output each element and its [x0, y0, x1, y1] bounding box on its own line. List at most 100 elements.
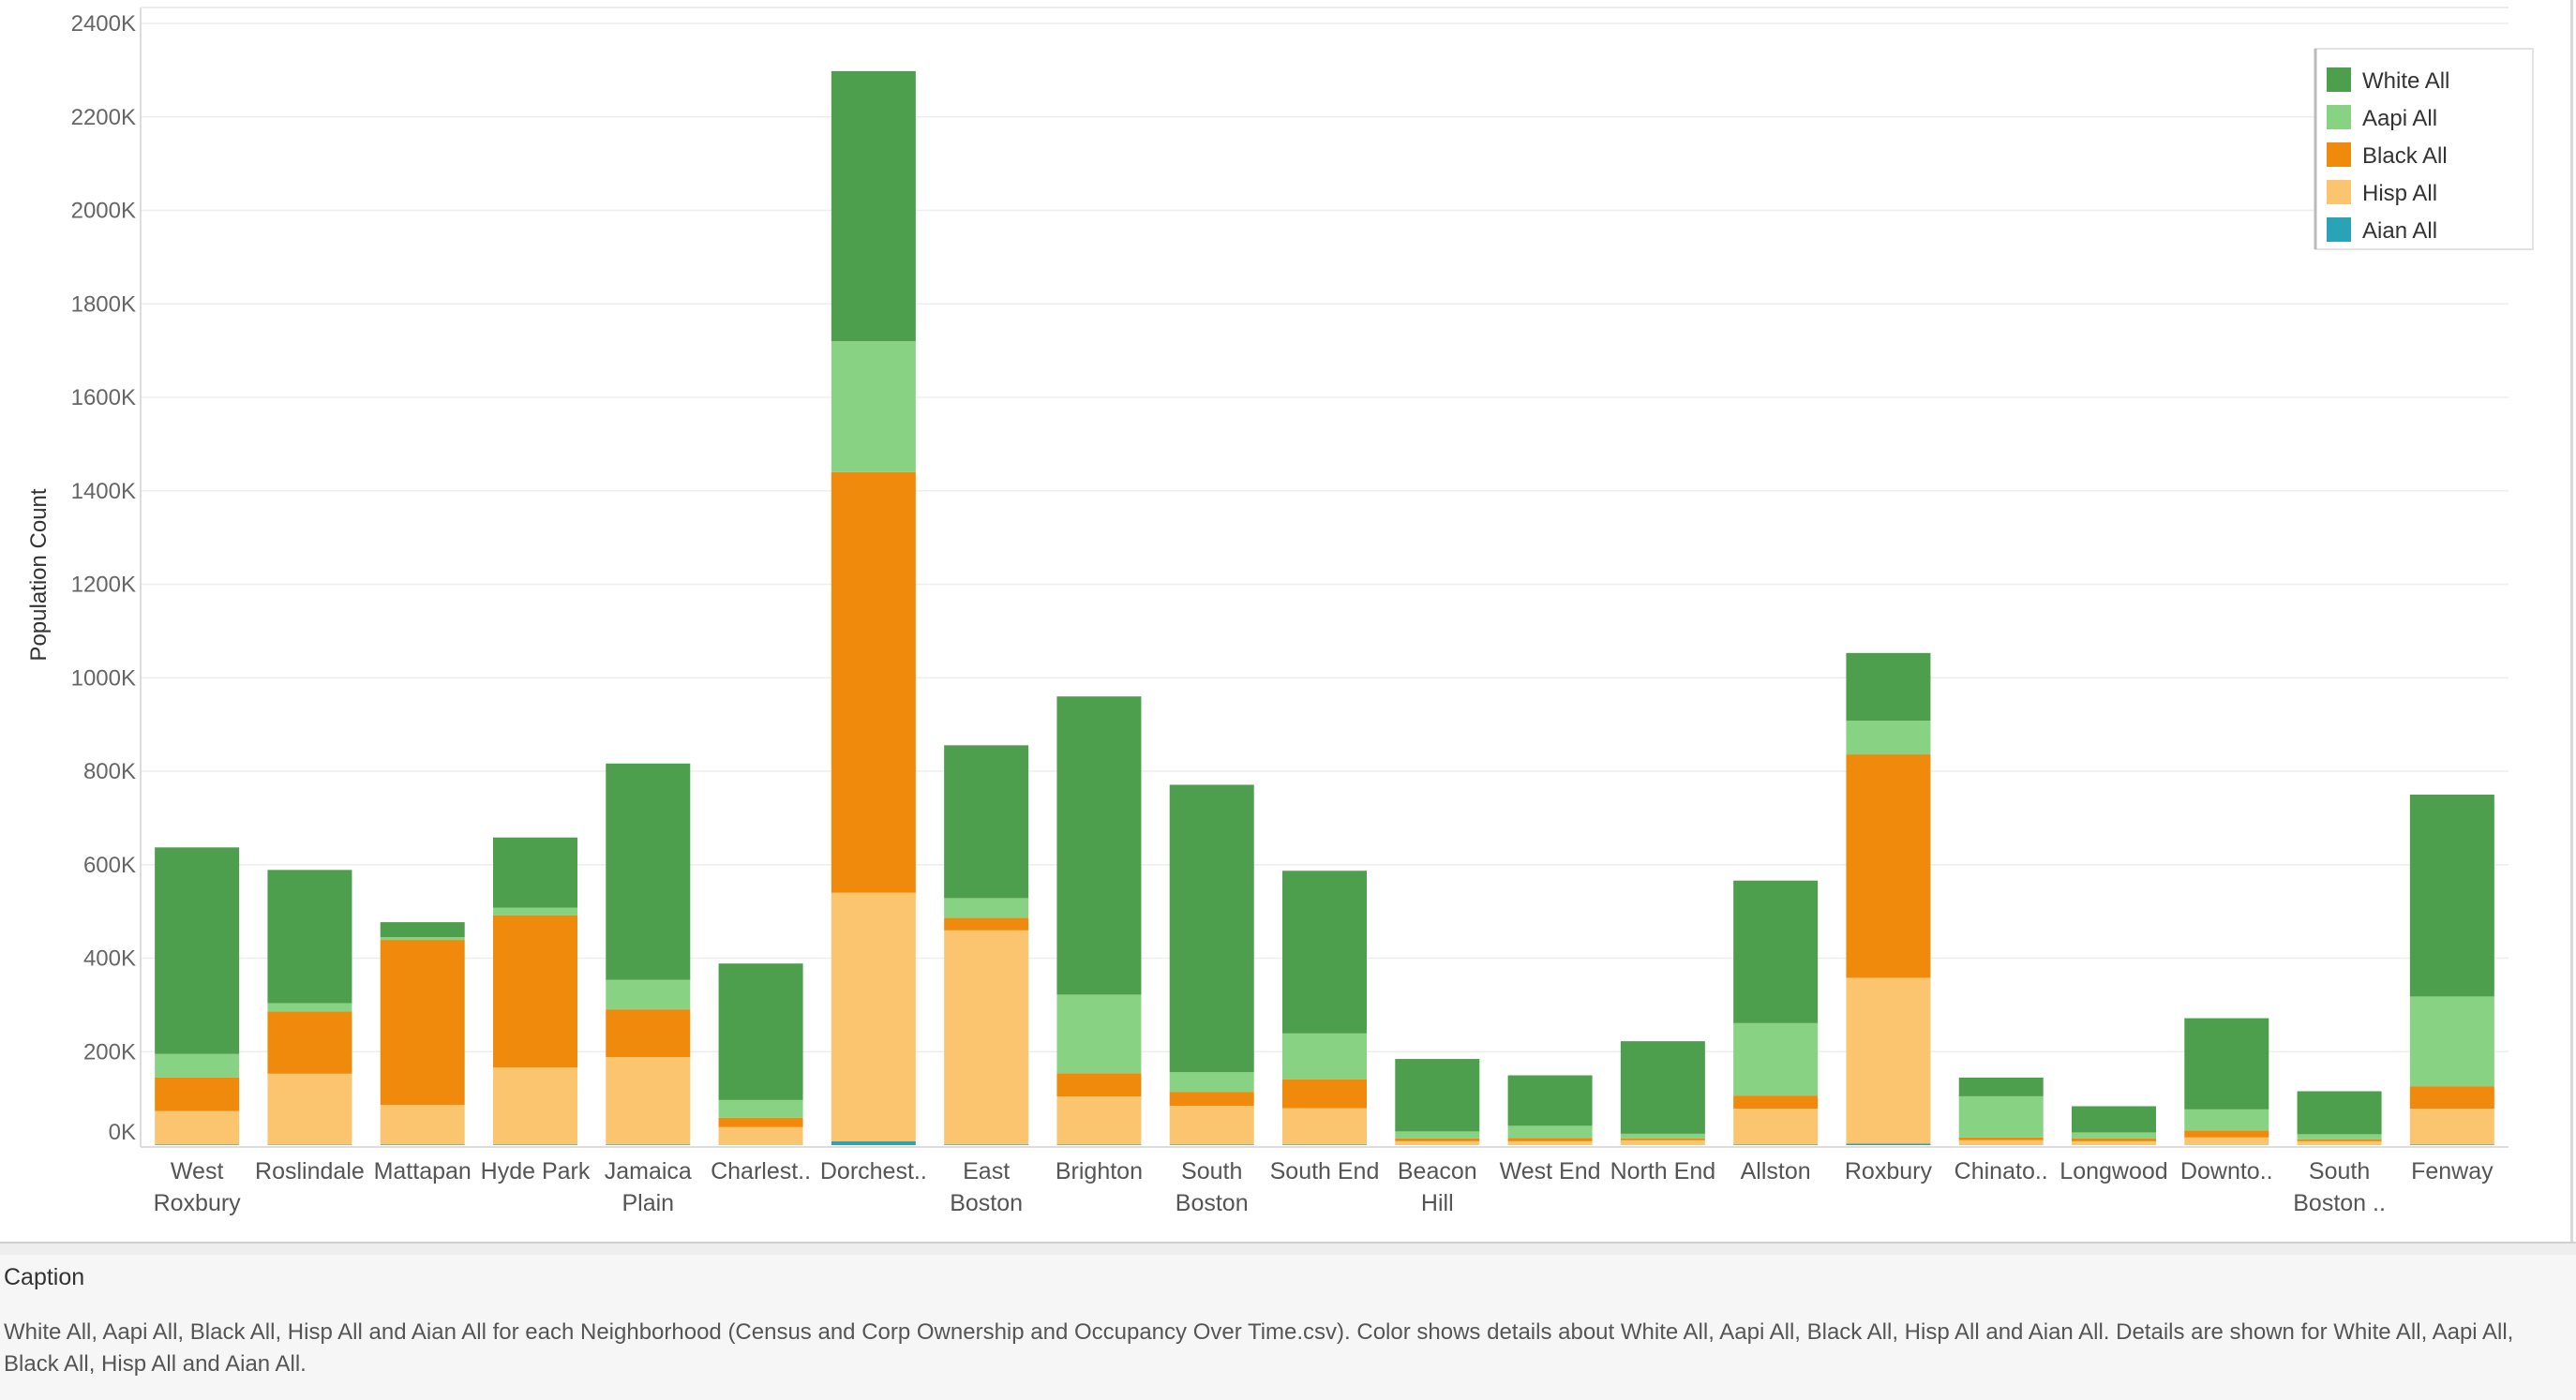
bar-segment-black-all[interactable]	[380, 940, 465, 1106]
legend-swatch[interactable]	[2327, 217, 2351, 242]
bar-segment-white-all[interactable]	[1507, 1075, 1593, 1126]
bar-segment-black-all[interactable]	[718, 1117, 803, 1127]
bar-segment-black-all[interactable]	[2409, 1086, 2494, 1110]
bar-segment-hisp-all[interactable]	[1395, 1140, 1480, 1145]
bar-segment-black-all[interactable]	[831, 471, 916, 893]
bar-segment-aapi-all[interactable]	[1169, 1072, 1254, 1093]
legend-label[interactable]: White All	[2362, 68, 2449, 94]
bar-segment-white-all[interactable]	[1282, 871, 1367, 1034]
bar-segment-aapi-all[interactable]	[1282, 1033, 1367, 1080]
legend-swatch[interactable]	[2327, 67, 2351, 92]
bar-segment-black-all[interactable]	[1056, 1073, 1142, 1097]
bar-segment-hisp-all[interactable]	[1282, 1108, 1367, 1145]
bar-segment-hisp-all[interactable]	[606, 1056, 691, 1145]
bar-segment-hisp-all[interactable]	[1846, 977, 1931, 1144]
bar-segment-aapi-all[interactable]	[2297, 1134, 2382, 1139]
legend[interactable]: White All Aapi All Black All Hisp All Aian A…	[2314, 48, 2534, 250]
bar-segment-white-all[interactable]	[1169, 784, 1254, 1073]
bar-segment-white-all[interactable]	[1846, 652, 1931, 722]
bar-segment-black-all[interactable]	[1620, 1138, 1705, 1140]
bar-segment-white-all[interactable]	[2184, 1018, 2269, 1110]
legend-swatch[interactable]	[2327, 180, 2351, 204]
bar-segment-black-all[interactable]	[493, 916, 577, 1068]
bar-segment-black-all[interactable]	[1507, 1138, 1593, 1141]
bar-segment-aapi-all[interactable]	[831, 341, 916, 472]
bar-segment-black-all[interactable]	[1395, 1138, 1480, 1141]
legend-label[interactable]: Black All	[2362, 143, 2448, 169]
bar-segment-hisp-all[interactable]	[380, 1105, 465, 1145]
legend-swatch[interactable]	[2327, 105, 2351, 129]
bar-segment-aian-all[interactable]	[944, 1144, 1029, 1145]
bar-segment-white-all[interactable]	[493, 837, 577, 908]
bar-segment-white-all[interactable]	[380, 922, 465, 938]
bar-segment-aapi-all[interactable]	[1958, 1095, 2044, 1138]
bar-segment-black-all[interactable]	[606, 1009, 691, 1057]
bar-segment-hisp-all[interactable]	[267, 1073, 352, 1145]
bar-segment-white-all[interactable]	[2297, 1091, 2382, 1135]
bar-segment-aapi-all[interactable]	[1733, 1022, 1819, 1096]
bar-segment-white-all[interactable]	[1733, 880, 1819, 1023]
bar-segment-white-all[interactable]	[1958, 1077, 2044, 1096]
bar-segment-white-all[interactable]	[2072, 1106, 2156, 1133]
bar-segment-aapi-all[interactable]	[493, 907, 577, 916]
bar-segment-black-all[interactable]	[944, 917, 1029, 931]
bar-segment-white-all[interactable]	[1056, 696, 1142, 995]
bar-segment-black-all[interactable]	[1282, 1079, 1367, 1109]
bar-segment-aian-all[interactable]	[606, 1144, 691, 1145]
bar-segment-aapi-all[interactable]	[944, 898, 1029, 918]
bar-segment-black-all[interactable]	[155, 1077, 240, 1111]
bar-segment-aapi-all[interactable]	[606, 979, 691, 1010]
legend-label[interactable]: Hisp All	[2362, 181, 2437, 206]
bar-segment-hisp-all[interactable]	[1733, 1109, 1819, 1145]
bar-segment-white-all[interactable]	[2409, 794, 2494, 997]
bar-segment-black-all[interactable]	[2297, 1139, 2382, 1141]
bar-segment-aapi-all[interactable]	[2184, 1109, 2269, 1131]
legend-label[interactable]: Aapi All	[2362, 106, 2437, 131]
bar-segment-hisp-all[interactable]	[493, 1067, 577, 1145]
legend-label[interactable]: Aian All	[2362, 218, 2437, 244]
bar-segment-black-all[interactable]	[2184, 1130, 2269, 1138]
bar-segment-black-all[interactable]	[1169, 1092, 1254, 1107]
bar-segment-aapi-all[interactable]	[267, 1003, 352, 1012]
bar-segment-hisp-all[interactable]	[2297, 1140, 2382, 1145]
bar-segment-black-all[interactable]	[2072, 1138, 2156, 1141]
bar-segment-hisp-all[interactable]	[1507, 1140, 1593, 1145]
bar-segment-white-all[interactable]	[718, 963, 803, 1100]
bar-segment-hisp-all[interactable]	[155, 1110, 240, 1145]
bar-segment-aapi-all[interactable]	[380, 937, 465, 941]
bar-segment-hisp-all[interactable]	[2409, 1109, 2494, 1145]
bar-segment-aian-all[interactable]	[831, 1141, 916, 1145]
bar-segment-aapi-all[interactable]	[2072, 1132, 2156, 1139]
bar-segment-hisp-all[interactable]	[2072, 1140, 2156, 1145]
legend-swatch[interactable]	[2327, 142, 2351, 167]
bar-segment-black-all[interactable]	[1958, 1137, 2044, 1140]
bar-segment-hisp-all[interactable]	[2184, 1137, 2269, 1145]
bar-segment-black-all[interactable]	[1846, 754, 1931, 978]
bar-segment-aapi-all[interactable]	[155, 1053, 240, 1078]
bar-segment-aapi-all[interactable]	[1846, 721, 1931, 755]
bar-segment-white-all[interactable]	[267, 870, 352, 1004]
bar-segment-white-all[interactable]	[831, 70, 916, 342]
bar-segment-aapi-all[interactable]	[2409, 996, 2494, 1087]
bar-segment-white-all[interactable]	[155, 847, 240, 1054]
bar-segment-aapi-all[interactable]	[718, 1099, 803, 1118]
bar-segment-white-all[interactable]	[1395, 1059, 1480, 1132]
bar-segment-aapi-all[interactable]	[1395, 1131, 1480, 1139]
bar-segment-hisp-all[interactable]	[718, 1126, 803, 1145]
bar-segment-aian-all[interactable]	[1846, 1143, 1931, 1145]
bar-segment-hisp-all[interactable]	[944, 930, 1029, 1145]
bar-segment-hisp-all[interactable]	[1056, 1096, 1142, 1145]
bar-segment-black-all[interactable]	[1733, 1095, 1819, 1110]
bar-segment-hisp-all[interactable]	[831, 892, 916, 1142]
bar-segment-aian-all[interactable]	[493, 1144, 577, 1145]
bar-segment-hisp-all[interactable]	[1958, 1139, 2044, 1145]
bar-segment-hisp-all[interactable]	[1620, 1139, 1705, 1145]
bar-segment-white-all[interactable]	[944, 745, 1029, 899]
bar-segment-aapi-all[interactable]	[1620, 1133, 1705, 1139]
bar-segment-aapi-all[interactable]	[1056, 994, 1142, 1074]
bar-segment-aapi-all[interactable]	[1507, 1125, 1593, 1139]
bar-segment-hisp-all[interactable]	[1169, 1106, 1254, 1145]
bar-segment-white-all[interactable]	[606, 763, 691, 980]
bar-segment-white-all[interactable]	[1620, 1041, 1705, 1134]
bar-segment-black-all[interactable]	[267, 1011, 352, 1074]
